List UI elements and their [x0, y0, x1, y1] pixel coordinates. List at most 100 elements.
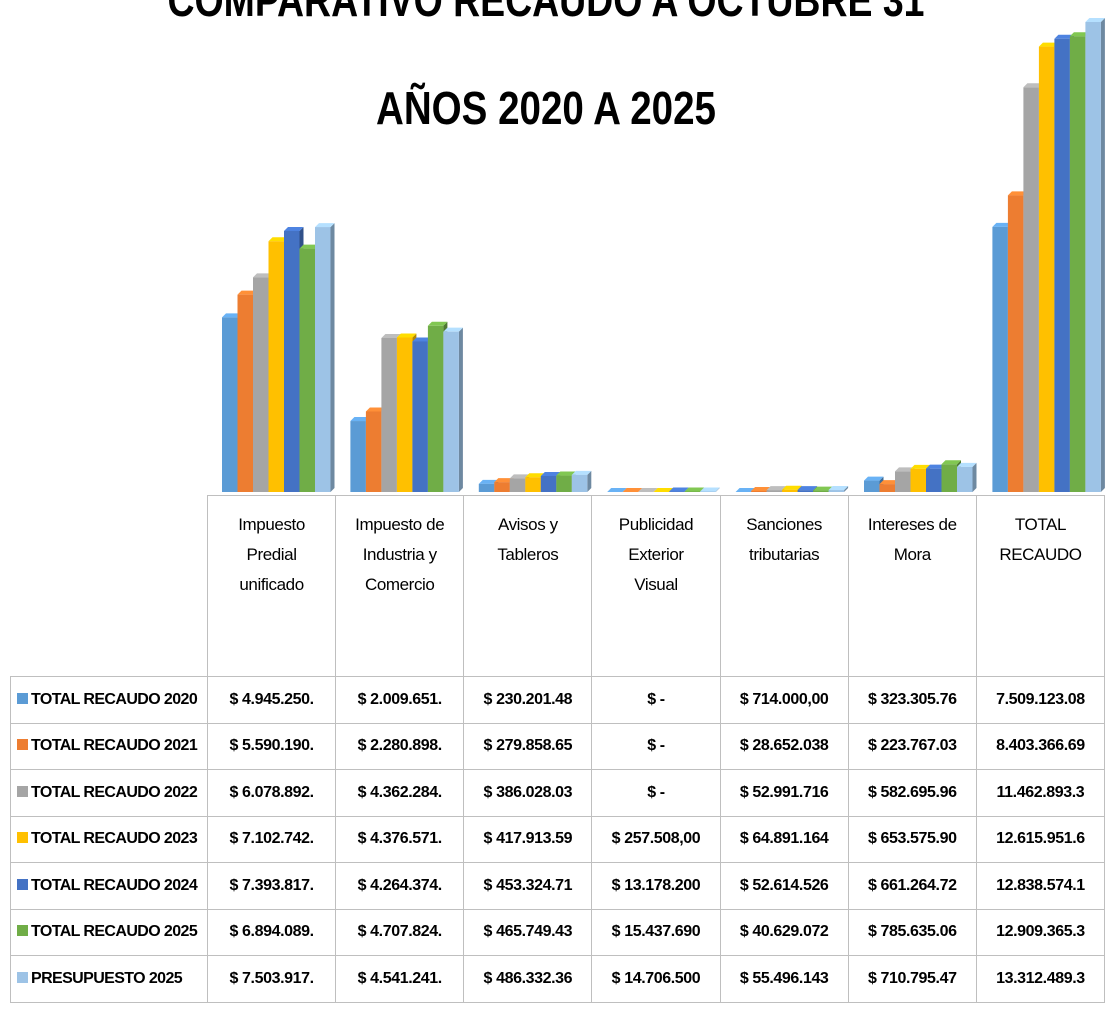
bar-top — [365, 407, 386, 412]
legend-label: TOTAL RECAUDO 2024 — [31, 876, 198, 894]
bar-top — [607, 488, 627, 492]
legend-swatch — [17, 878, 28, 890]
bar — [813, 490, 829, 492]
category-header: TOTAL RECAUDO — [975, 495, 1106, 677]
bar-top — [1038, 42, 1059, 47]
bars — [222, 18, 1105, 493]
bar-top — [653, 487, 674, 492]
bar-top — [735, 487, 756, 492]
bar — [540, 475, 557, 492]
table-row: TOTAL RECAUDO 2023 $ 7.102.742. $ 4.376.57… — [10, 815, 1106, 863]
bar-top — [684, 487, 705, 492]
bar — [571, 474, 588, 492]
bar-top — [525, 473, 545, 478]
bar-top — [766, 486, 787, 491]
bar — [1054, 38, 1070, 493]
table-row: TOTAL RECAUDO 2025 $ 6.894.089. $ 4.707.82… — [10, 908, 1106, 956]
table-row: TOTAL RECAUDO 2021 $ 5.590.190. $ 2.280.89… — [10, 722, 1106, 770]
bar — [365, 411, 382, 492]
bar-top — [669, 487, 689, 492]
value-cell: $ 582.695.96 — [847, 769, 977, 817]
value-cell: $ 4.945.250. — [206, 676, 337, 724]
value-cell: $ 714.000,00 — [719, 676, 849, 724]
bar-top — [478, 479, 499, 484]
value-cell: 13.312.489.3 — [975, 955, 1106, 1003]
bar-top — [412, 337, 432, 342]
legend-label: TOTAL RECAUDO 2022 — [31, 783, 198, 801]
value-cell: $ 465.749.43 — [463, 908, 593, 956]
legend-cell: TOTAL RECAUDO 2022 — [10, 769, 208, 817]
value-cell: $ 4.541.241. — [335, 955, 465, 1003]
bar-top — [926, 464, 946, 469]
legend-swatch — [17, 832, 28, 844]
value-cell: $ 2.280.898. — [335, 722, 465, 770]
bar — [684, 491, 701, 492]
bar-top — [284, 226, 304, 231]
bar — [864, 480, 880, 492]
bar — [525, 477, 541, 492]
bar — [828, 490, 845, 492]
value-cell: $ 417.913.59 — [463, 815, 593, 863]
value-cell: $ 6.894.089. — [206, 908, 337, 956]
bar — [268, 241, 284, 492]
bar — [299, 248, 315, 492]
bar — [797, 490, 814, 492]
bar-top — [299, 244, 319, 249]
legend-label: TOTAL RECAUDO 2021 — [31, 737, 198, 755]
legend-swatch — [17, 785, 28, 797]
bar-top — [992, 222, 1012, 227]
value-cell: $ 7.503.917. — [206, 955, 337, 1003]
value-cell: $ 2.009.651. — [335, 676, 465, 724]
legend-cell: TOTAL RECAUDO 2023 — [10, 815, 208, 863]
legend-label: TOTAL RECAUDO 2023 — [31, 830, 198, 848]
bar — [412, 341, 428, 492]
bar-top — [268, 237, 288, 242]
bar-side — [1100, 18, 1105, 492]
value-cell: $ 223.767.03 — [847, 722, 977, 770]
bar-top — [494, 478, 514, 483]
bar-side — [715, 487, 720, 492]
bar-top — [895, 467, 915, 472]
legend-swatch — [17, 692, 28, 704]
value-cell: $ - — [591, 722, 721, 770]
bar-top — [910, 464, 930, 469]
bar-top — [222, 313, 242, 318]
bar-top — [427, 321, 448, 326]
bar-top — [782, 485, 802, 490]
bar-top — [1054, 34, 1074, 39]
data-table: Impuesto Predial unificado Impuesto de In… — [10, 495, 1106, 1003]
bar-top — [1069, 32, 1090, 37]
bar — [396, 337, 413, 492]
bar — [1085, 22, 1101, 492]
bar-side — [330, 223, 335, 493]
bar — [556, 475, 572, 492]
bar-top — [1085, 18, 1105, 22]
value-cell: $ 386.028.03 — [463, 769, 593, 817]
value-cell: $ 7.102.742. — [206, 815, 337, 863]
legend-cell: PRESUPUESTO 2025 — [10, 955, 208, 1003]
value-cell: $ 40.629.072 — [719, 908, 849, 956]
value-cell: $ 653.575.90 — [847, 815, 977, 863]
value-cell: $ 710.795.47 — [847, 955, 977, 1003]
bar-top — [751, 486, 771, 491]
value-cell: $ - — [591, 769, 721, 817]
legend-label: TOTAL RECAUDO 2020 — [31, 690, 198, 708]
chart-subtitle: AÑOS 2020 A 2025 — [376, 82, 716, 134]
legend-swatch — [17, 739, 28, 751]
bar-side — [458, 327, 463, 492]
value-cell: $ 4.707.824. — [335, 908, 465, 956]
bar-side — [587, 470, 592, 492]
bar — [1038, 46, 1055, 492]
bar — [879, 484, 895, 492]
table-body: TOTAL RECAUDO 2020 $ 4.945.250. $ 2.009.65… — [10, 676, 1106, 1003]
bar-top — [864, 476, 884, 481]
value-cell: $ 4.362.284. — [335, 769, 465, 817]
bar-top — [1023, 83, 1043, 88]
value-cell: $ 14.706.500 — [591, 955, 721, 1003]
bar-top — [556, 471, 576, 476]
bar — [766, 490, 783, 492]
bar — [494, 482, 510, 492]
bar-top — [1007, 191, 1028, 196]
table-row: TOTAL RECAUDO 2020 $ 4.945.250. $ 2.009.65… — [10, 676, 1106, 724]
bar — [992, 226, 1008, 492]
